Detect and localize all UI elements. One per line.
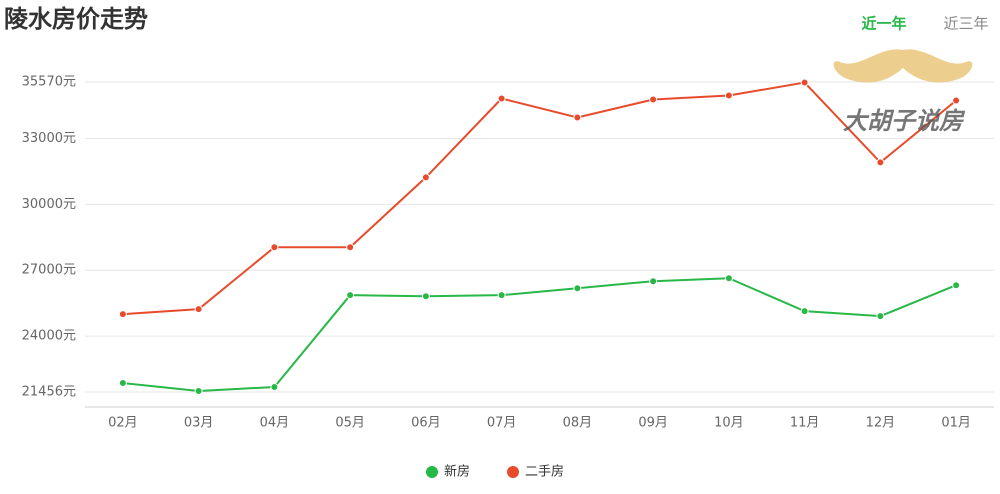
x-tick-label: 03月 <box>184 416 214 431</box>
y-tick-label: 35570元 <box>22 75 76 90</box>
point <box>421 173 430 182</box>
tab[interactable]: 近三年 <box>943 15 988 33</box>
y-tick-label: 27000元 <box>22 263 76 278</box>
point <box>270 383 279 392</box>
point <box>724 274 733 283</box>
series-line <box>122 277 957 393</box>
point <box>573 113 582 122</box>
point <box>194 387 203 396</box>
y-tick-label: 24000元 <box>22 329 76 344</box>
y-tick-label: 33000元 <box>22 131 76 146</box>
legend-marker <box>426 466 438 478</box>
x-tick-label: 08月 <box>563 416 593 431</box>
x-tick-label: 09月 <box>638 416 668 431</box>
point <box>118 379 127 388</box>
x-tick-label: 01月 <box>941 416 971 431</box>
y-tick-label: 21456元 <box>22 385 76 400</box>
series-line <box>122 81 957 316</box>
point <box>800 307 809 316</box>
chart-title: 陵水房价走势 <box>4 5 148 33</box>
x-tick-label: 04月 <box>260 416 290 431</box>
point <box>346 291 355 300</box>
point <box>270 243 279 252</box>
legend-label: 二手房 <box>525 464 564 480</box>
point <box>952 281 961 290</box>
legend-label: 新房 <box>444 464 470 480</box>
point <box>952 96 961 105</box>
watermark: 大胡子说房 <box>843 107 966 135</box>
point <box>497 291 506 300</box>
point <box>497 94 506 103</box>
point <box>649 95 658 104</box>
x-tick-label: 07月 <box>487 416 517 431</box>
x-tick-label: 12月 <box>866 416 896 431</box>
y-tick-label: 30000元 <box>22 197 76 212</box>
point <box>118 310 127 319</box>
tab[interactable]: 近一年 <box>861 15 906 33</box>
point <box>421 292 430 301</box>
x-tick-label: 05月 <box>335 416 365 431</box>
x-tick-label: 02月 <box>108 416 138 431</box>
point <box>876 158 885 167</box>
point <box>876 312 885 321</box>
x-tick-label: 10月 <box>714 416 744 431</box>
point <box>573 284 582 293</box>
point <box>194 305 203 314</box>
point <box>800 78 809 87</box>
x-tick-label: 11月 <box>790 416 820 431</box>
point <box>346 243 355 252</box>
x-tick-label: 06月 <box>411 416 441 431</box>
legend-marker <box>507 466 519 478</box>
point <box>649 277 658 286</box>
point <box>724 91 733 100</box>
watermark-logo <box>833 49 973 83</box>
